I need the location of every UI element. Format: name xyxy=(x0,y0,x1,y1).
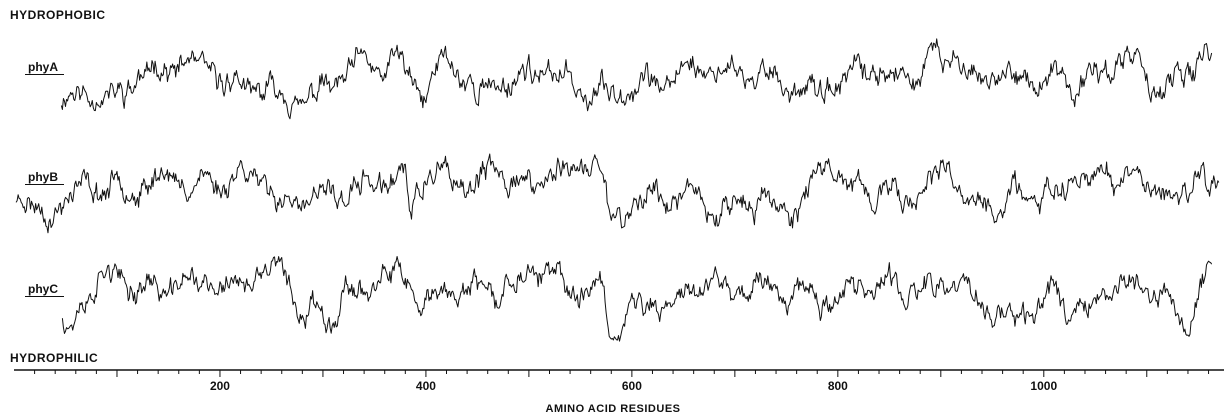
series-line-phyA xyxy=(60,38,1213,120)
x-tick-label-400: 400 xyxy=(416,379,436,393)
series-label-phyA: phyA xyxy=(25,60,64,75)
series-label-phyC: phyC xyxy=(25,282,64,297)
hydrophobic-label: HYDROPHOBIC xyxy=(10,8,106,22)
x-tick-label-1000: 1000 xyxy=(1030,379,1057,393)
series-label-phyB: phyB xyxy=(25,170,64,185)
x-axis-title: AMINO ACID RESIDUES xyxy=(545,403,681,415)
x-tick-label-200: 200 xyxy=(210,379,230,393)
series-line-phyB xyxy=(15,153,1220,234)
x-tick-label-600: 600 xyxy=(622,379,642,393)
x-tick-label-800: 800 xyxy=(828,379,848,393)
hydrophilic-label: HYDROPHILIC xyxy=(10,351,99,365)
series-line-phyC xyxy=(61,255,1213,342)
